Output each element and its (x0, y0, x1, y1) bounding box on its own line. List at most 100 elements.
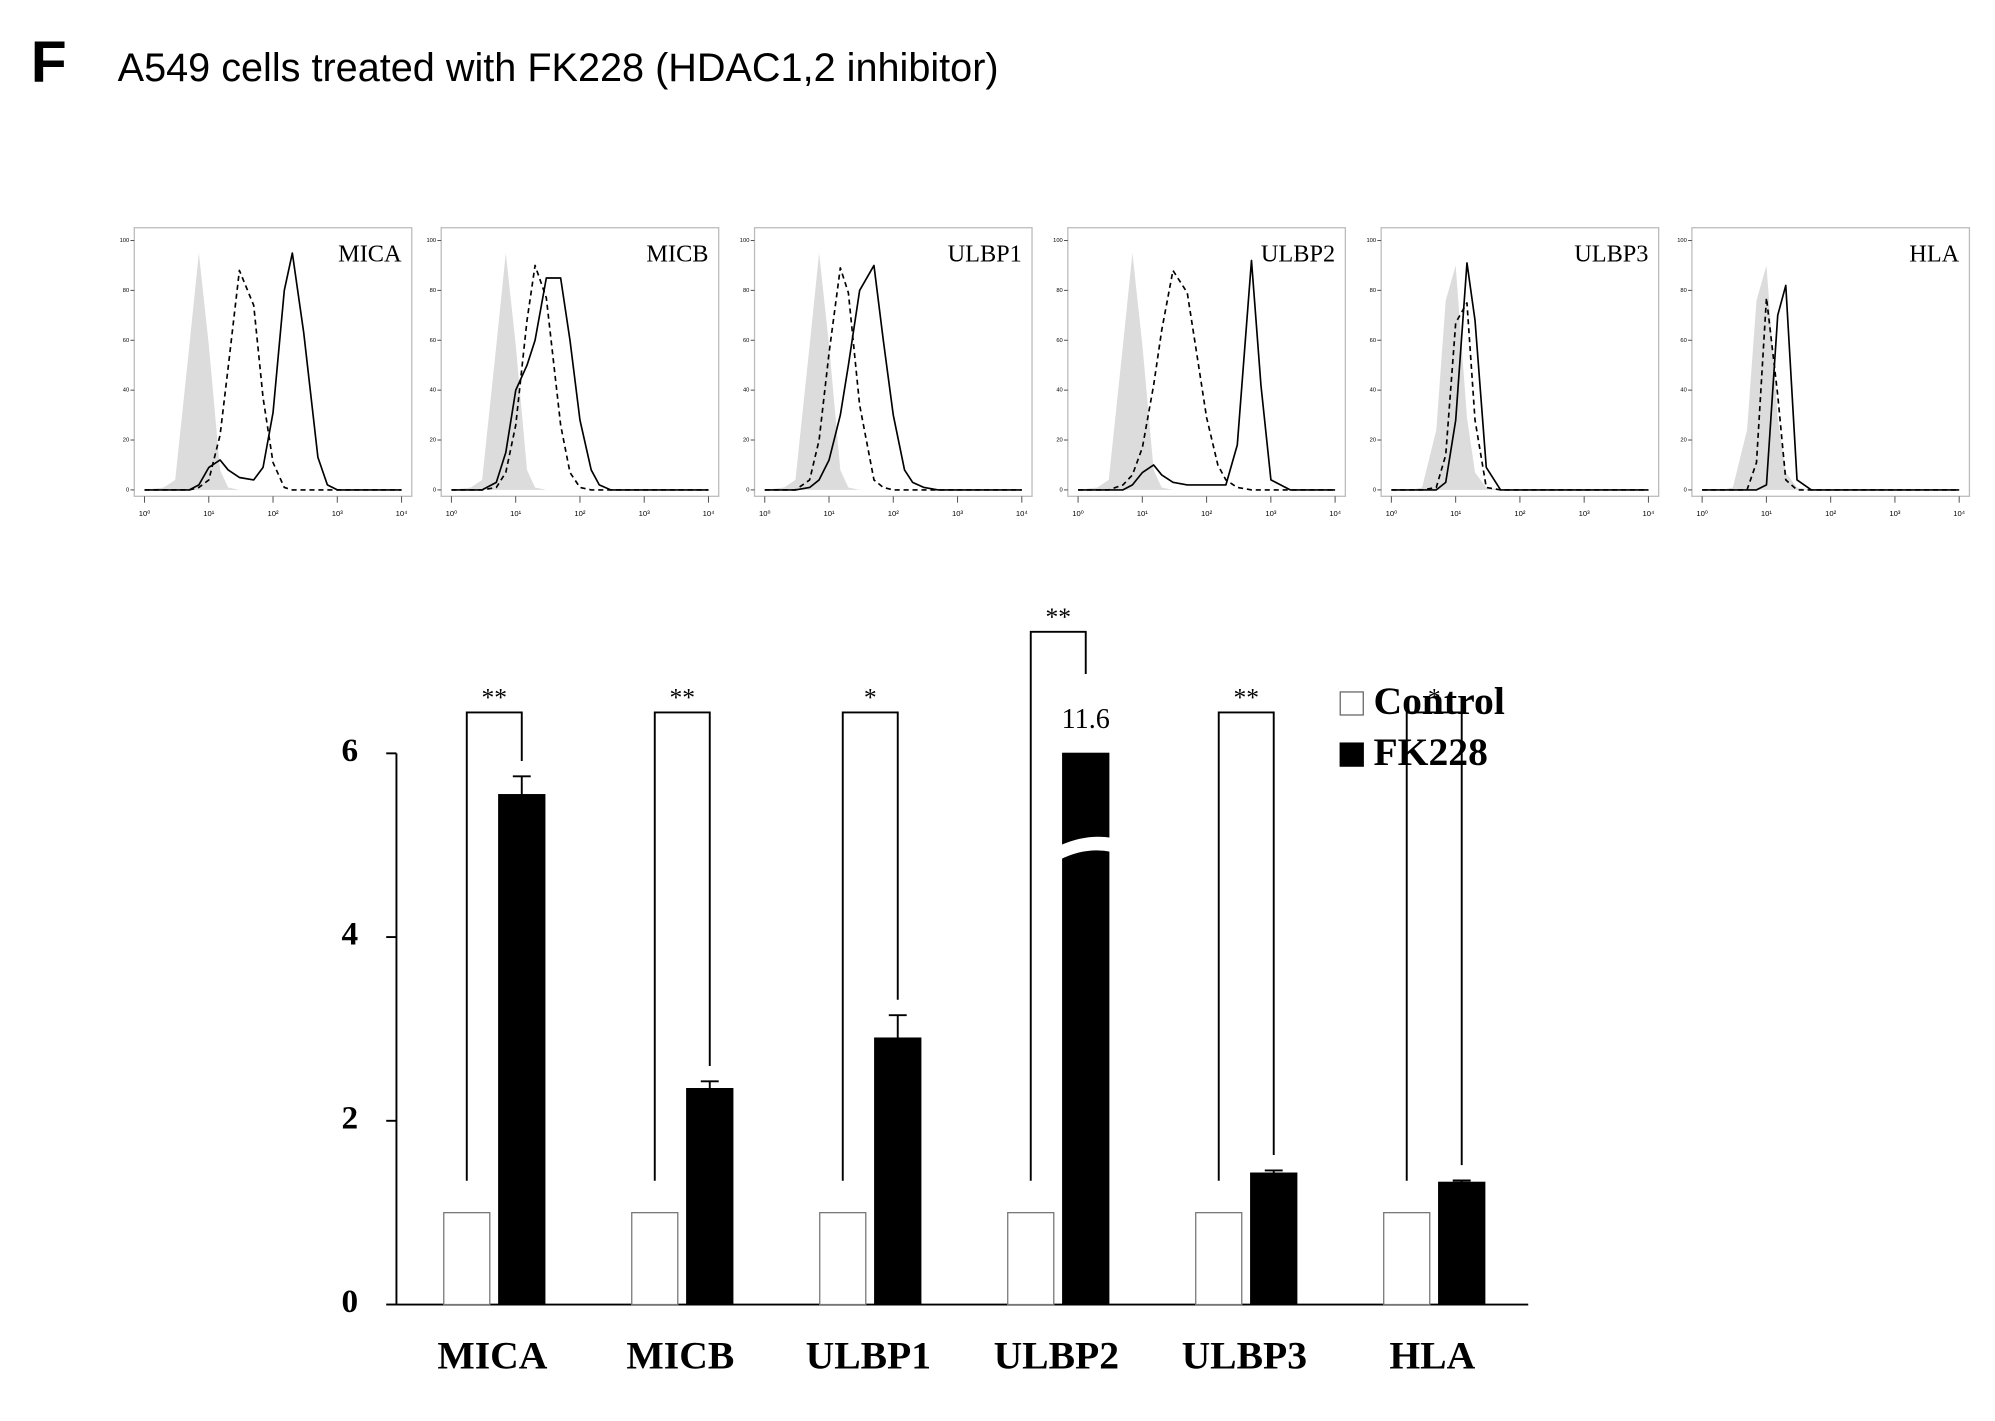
x-tick-label: 10⁴ (1329, 509, 1341, 518)
histogram-curve (144, 253, 402, 490)
y-tick-label: 60 (123, 338, 129, 344)
x-tick-label: ULBP2 (994, 1334, 1120, 1378)
error-bar (888, 1014, 907, 1039)
x-tick-label: HLA (1389, 1334, 1475, 1378)
bar (1062, 752, 1110, 1306)
bar (1250, 1172, 1298, 1306)
x-tick-label: 10³ (1889, 509, 1901, 518)
panel-frame (133, 227, 413, 497)
histogram-curve (1078, 253, 1336, 490)
y-tick-label: 100 (740, 238, 750, 244)
bar (874, 1037, 922, 1306)
significance-bracket (1217, 711, 1275, 1181)
panel-label: F (31, 30, 67, 95)
histogram-curve (144, 252, 402, 491)
y-tick-label: 0 (1060, 487, 1063, 493)
x-tick-label: MICA (437, 1334, 547, 1378)
x-tick-label: 10¹ (203, 509, 215, 518)
y-tick-label: 100 (1053, 238, 1063, 244)
x-tick-label: 10⁰ (446, 509, 458, 518)
x-tick-label: 10² (1201, 509, 1213, 518)
y-tick-label: 40 (1680, 388, 1686, 394)
y-tick-label: 100 (426, 238, 436, 244)
y-tick-label: 60 (1370, 338, 1376, 344)
bar (819, 1212, 867, 1306)
y-tick-label: 40 (1056, 388, 1062, 394)
histogram-curve (764, 253, 1022, 490)
value-label: 11.6 (1062, 704, 1110, 735)
x-tick-label: 10¹ (510, 509, 522, 518)
y-tick-label: 80 (1370, 288, 1376, 294)
x-tick-label: 10³ (1265, 509, 1277, 518)
x-tick-label: 10⁴ (396, 509, 408, 518)
histogram-curve (1391, 265, 1649, 490)
x-tick-label: 10³ (332, 509, 344, 518)
y-tick-label: 100 (1366, 238, 1376, 244)
y-tick-label: 2 (341, 1099, 358, 1136)
error-bar (1264, 1169, 1283, 1174)
histogram-curve (764, 264, 1022, 491)
significance-bracket (1029, 630, 1087, 1181)
bar (443, 1212, 491, 1306)
histogram-curve (1702, 265, 1960, 490)
axis-break (1060, 836, 1112, 860)
x-tick-label: 10² (888, 509, 900, 518)
y-tick-label: 20 (1370, 438, 1376, 444)
y-tick-label: 80 (1680, 288, 1686, 294)
error-bar (512, 775, 531, 795)
significance-label: ** (1233, 683, 1259, 712)
y-tick-label: 40 (430, 388, 436, 394)
y-tick-label: 40 (1370, 388, 1376, 394)
y-tick-label: 4 (341, 916, 358, 953)
legend-label: FK228 (1373, 730, 1487, 774)
histogram-curve (451, 253, 709, 490)
x-tick-label: 10⁰ (1386, 509, 1398, 518)
panel-marker-label: HLA (1909, 240, 1959, 267)
panel-frame (753, 227, 1033, 497)
bar (498, 794, 546, 1306)
legend-swatch (1339, 742, 1364, 767)
legend-swatch (1339, 691, 1364, 716)
x-tick-label: 10⁴ (1953, 509, 1965, 518)
y-tick-label: 0 (341, 1283, 358, 1320)
panel-marker-label: ULBP3 (1574, 240, 1648, 267)
figure-title: A549 cells treated with FK228 (HDAC1,2 i… (118, 46, 999, 90)
x-tick-label: 10¹ (1137, 509, 1149, 518)
x-tick-label: 10² (1514, 509, 1526, 518)
panel-frame (1380, 227, 1660, 497)
y-tick-label: 20 (123, 438, 129, 444)
y-tick-label: 20 (743, 438, 749, 444)
histogram-curve (1078, 269, 1336, 491)
x-tick-label: 10⁴ (1643, 509, 1655, 518)
significance-label: ** (669, 683, 695, 712)
error-bar (1452, 1179, 1471, 1183)
y-tick-label: 100 (120, 238, 130, 244)
y-tick-label: 60 (430, 338, 436, 344)
x-tick-label: ULBP1 (806, 1334, 932, 1378)
y-tick-label: 40 (743, 388, 749, 394)
x-tick-label: 10³ (952, 509, 964, 518)
panel-marker-label: MICA (338, 240, 402, 267)
x-tick-label: 10³ (639, 509, 651, 518)
bar (1007, 1212, 1055, 1306)
y-tick-label: 60 (743, 338, 749, 344)
histogram-curve (451, 277, 709, 491)
bar (1383, 1212, 1431, 1306)
significance-bracket (465, 711, 523, 1181)
panel-marker-label: ULBP2 (1261, 240, 1335, 267)
x-tick-label: 10⁴ (703, 509, 715, 518)
bar (1195, 1212, 1243, 1306)
y-tick-label: 0 (1684, 487, 1687, 493)
x-tick-label: 10¹ (1761, 509, 1773, 518)
y-tick-label: 0 (1373, 487, 1376, 493)
x-tick-label: MICB (626, 1334, 734, 1378)
x-tick-label: ULBP3 (1182, 1334, 1308, 1378)
x-tick-label: 10² (574, 509, 586, 518)
y-tick-label: 20 (430, 438, 436, 444)
y-tick-label: 0 (126, 487, 129, 493)
panel-frame (1691, 227, 1971, 497)
x-tick-label: 10⁰ (1072, 509, 1084, 518)
significance-label: * (1428, 683, 1441, 712)
y-tick-label: 60 (1680, 338, 1686, 344)
